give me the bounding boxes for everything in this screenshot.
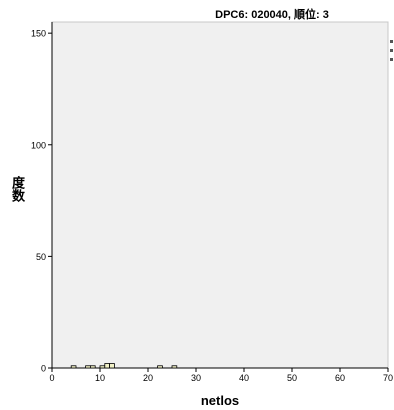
histogram-bar <box>104 363 111 369</box>
histogram-bar <box>157 365 163 369</box>
x-axis-label: netlos <box>200 393 240 408</box>
y-tick-label: 150 <box>31 29 46 39</box>
legend-mark <box>390 58 393 61</box>
histogram-bar <box>70 365 77 369</box>
x-tick-label: 60 <box>335 373 345 383</box>
y-tick-label: 100 <box>31 140 46 150</box>
histogram-bar <box>90 365 96 369</box>
histogram-bar <box>99 365 106 369</box>
y-axis-label: 度数 <box>10 176 25 202</box>
histogram-bar <box>109 363 115 369</box>
y-tick-label: 0 <box>41 364 46 374</box>
plot-area <box>51 21 389 369</box>
x-tick-label: 40 <box>239 373 249 383</box>
x-tick-label: 30 <box>191 373 201 383</box>
histogram-bar <box>85 365 91 369</box>
x-tick-label: 10 <box>95 373 105 383</box>
legend-fragment <box>390 38 394 64</box>
histogram-bar <box>171 365 178 369</box>
y-tick-label: 50 <box>36 252 46 262</box>
x-tick-label: 50 <box>287 373 297 383</box>
x-tick-label: 0 <box>49 373 54 383</box>
chart-title: DPC6: 020040, 順位: 3 <box>215 9 329 21</box>
legend-mark <box>390 49 393 52</box>
x-tick-label: 70 <box>383 373 393 383</box>
x-tick-label: 20 <box>143 373 153 383</box>
legend-mark <box>390 40 393 43</box>
